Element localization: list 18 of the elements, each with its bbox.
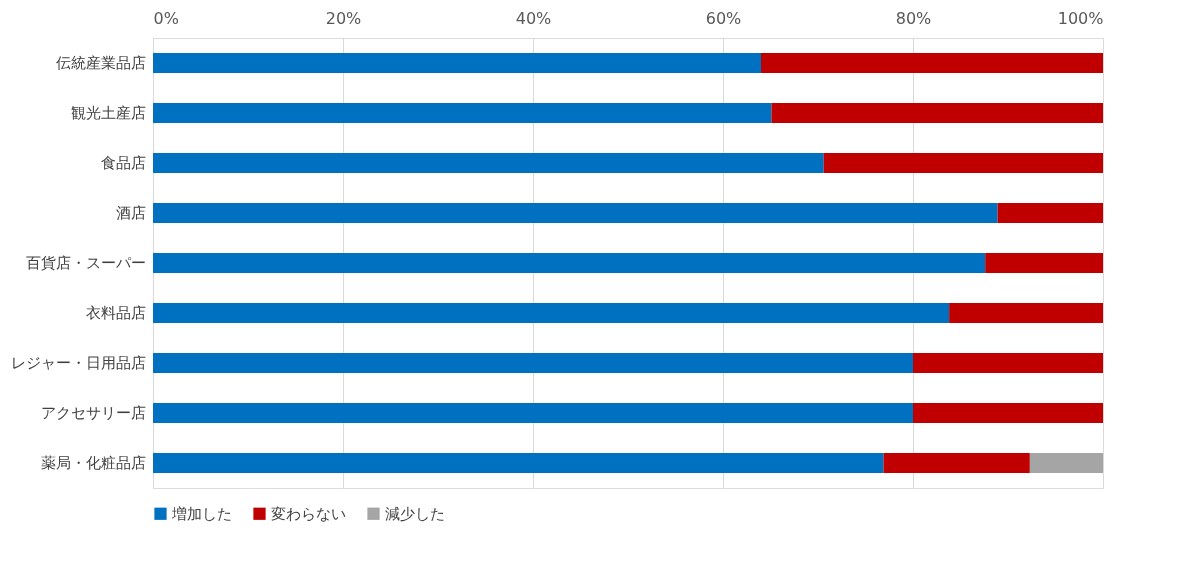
- y-tick-label: 百貨店・スーパー: [25, 254, 146, 272]
- x-tick-label: 20%: [325, 8, 362, 28]
- y-tick-label: 伝統産業品店: [55, 54, 146, 72]
- y-tick-label: アクセサリー店: [40, 404, 146, 422]
- y-tick-label: 衣料品店: [85, 304, 146, 322]
- y-tick-label: 食品店: [100, 154, 146, 172]
- y-tick-label: 酒店: [115, 204, 146, 222]
- legend-label: 変わらない: [271, 504, 346, 523]
- x-tick-label: 0%: [153, 8, 179, 28]
- y-tick-label: レジャー・日用品店: [10, 354, 146, 372]
- legend-label: 減少した: [385, 504, 445, 523]
- x-tick-label: 40%: [515, 8, 552, 28]
- legend-label: 増加した: [171, 504, 232, 523]
- y-tick-label: 観光土産店: [70, 104, 146, 122]
- x-tick-label: 80%: [895, 8, 932, 28]
- y-tick-label: 薬局・化粧品店: [40, 454, 146, 472]
- x-tick-label: 60%: [705, 8, 742, 28]
- x-tick-label: 100%: [1057, 8, 1104, 28]
